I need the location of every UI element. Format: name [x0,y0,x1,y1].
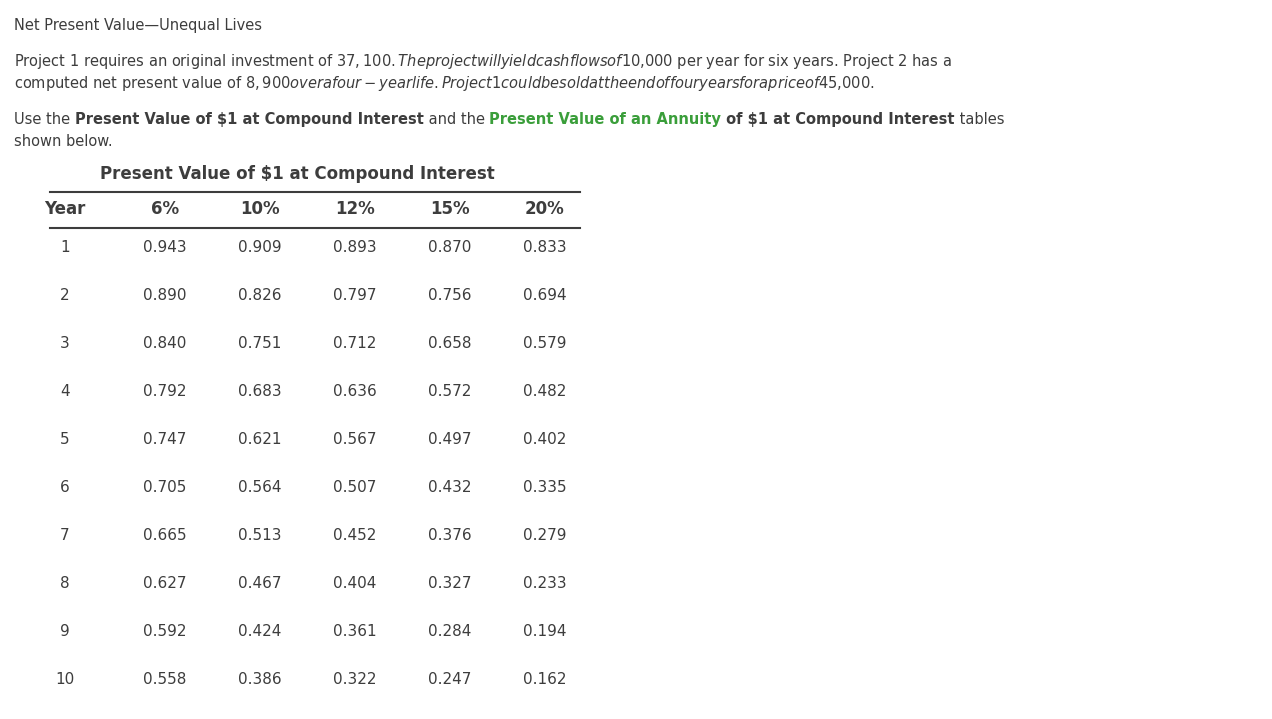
Text: 4: 4 [60,384,70,399]
Text: 0.826: 0.826 [238,288,282,303]
Text: 1: 1 [60,240,70,255]
Text: 0.467: 0.467 [238,576,282,591]
Text: 0.376: 0.376 [429,528,472,543]
Text: 0.621: 0.621 [238,432,282,447]
Text: Year: Year [45,200,85,218]
Text: 0.507: 0.507 [333,480,377,495]
Text: 0.194: 0.194 [523,624,567,639]
Text: Use the: Use the [14,112,75,127]
Text: 0.402: 0.402 [523,432,567,447]
Text: 0.579: 0.579 [523,336,567,351]
Text: shown below.: shown below. [14,134,113,149]
Text: 5: 5 [60,432,70,447]
Text: 0.404: 0.404 [333,576,377,591]
Text: 0.683: 0.683 [238,384,282,399]
Text: 10: 10 [56,672,75,687]
Text: 0.840: 0.840 [144,336,187,351]
Text: 0.361: 0.361 [333,624,377,639]
Text: 0.756: 0.756 [429,288,472,303]
Text: 0.567: 0.567 [333,432,377,447]
Text: 0.870: 0.870 [429,240,472,255]
Text: 8: 8 [60,576,70,591]
Text: Present Value of $1 at Compound Interest: Present Value of $1 at Compound Interest [100,165,495,183]
Text: 0.558: 0.558 [144,672,187,687]
Text: of $1 at Compound Interest: of $1 at Compound Interest [721,112,954,127]
Text: 0.162: 0.162 [523,672,567,687]
Text: 0.909: 0.909 [238,240,282,255]
Text: Present Value of an Annuity: Present Value of an Annuity [490,112,721,127]
Text: Net Present Value—Unequal Lives: Net Present Value—Unequal Lives [14,18,262,33]
Text: 0.424: 0.424 [238,624,281,639]
Text: 0.833: 0.833 [523,240,567,255]
Text: 0.712: 0.712 [333,336,377,351]
Text: 7: 7 [60,528,70,543]
Text: 0.572: 0.572 [429,384,472,399]
Text: 0.432: 0.432 [429,480,472,495]
Text: 6: 6 [60,480,70,495]
Text: 0.627: 0.627 [144,576,187,591]
Text: 2: 2 [60,288,70,303]
Text: 0.893: 0.893 [333,240,377,255]
Text: and the: and the [424,112,490,127]
Text: tables: tables [954,112,1004,127]
Text: computed net present value of $8,900 over a four-year life. Project 1 could be s: computed net present value of $8,900 ove… [14,74,875,93]
Text: 0.751: 0.751 [238,336,281,351]
Text: 0.322: 0.322 [333,672,377,687]
Text: 0.747: 0.747 [144,432,187,447]
Text: 0.452: 0.452 [333,528,377,543]
Text: 0.279: 0.279 [523,528,567,543]
Text: 0.658: 0.658 [429,336,472,351]
Text: 20%: 20% [525,200,565,218]
Text: 0.335: 0.335 [523,480,567,495]
Text: 0.705: 0.705 [144,480,187,495]
Text: 0.564: 0.564 [238,480,282,495]
Text: 0.797: 0.797 [333,288,377,303]
Text: 10%: 10% [240,200,280,218]
Text: 0.386: 0.386 [238,672,282,687]
Text: 0.890: 0.890 [144,288,187,303]
Text: 0.792: 0.792 [144,384,187,399]
Text: 6%: 6% [151,200,179,218]
Text: 15%: 15% [430,200,469,218]
Text: 0.694: 0.694 [523,288,567,303]
Text: 0.233: 0.233 [523,576,567,591]
Text: 0.592: 0.592 [144,624,187,639]
Text: 0.327: 0.327 [429,576,472,591]
Text: 0.482: 0.482 [523,384,567,399]
Text: 0.513: 0.513 [238,528,282,543]
Text: 0.943: 0.943 [144,240,187,255]
Text: 0.665: 0.665 [144,528,187,543]
Text: Project 1 requires an original investment of $37,100. The project will yield cas: Project 1 requires an original investmen… [14,52,951,71]
Text: 0.636: 0.636 [333,384,377,399]
Text: 3: 3 [60,336,70,351]
Text: 0.497: 0.497 [429,432,472,447]
Text: 12%: 12% [335,200,375,218]
Text: 0.284: 0.284 [429,624,472,639]
Text: 9: 9 [60,624,70,639]
Text: Present Value of $1 at Compound Interest: Present Value of $1 at Compound Interest [75,112,424,127]
Text: 0.247: 0.247 [429,672,472,687]
